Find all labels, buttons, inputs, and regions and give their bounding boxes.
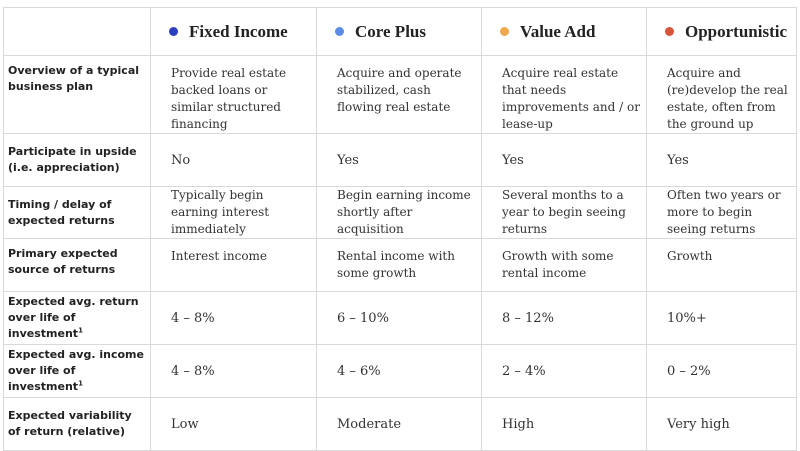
table-cell: 4 – 8%: [150, 291, 317, 345]
table-cell: Rental income with some growth: [316, 238, 482, 292]
table-cell: Provide real estate backed loans or simi…: [150, 55, 317, 134]
table-cell: Yes: [481, 133, 647, 187]
column-header-fixed-income: Fixed Income: [150, 7, 317, 56]
row-label: Expected variability of return (relative…: [3, 397, 151, 451]
table-row-avg-income: Expected avg. income over life of invest…: [3, 344, 797, 398]
row-label-text: Expected avg. return over life of invest…: [8, 295, 139, 340]
table-cell: Often two years or more to begin seeing …: [646, 186, 797, 239]
column-header-value-add: Value Add: [481, 7, 647, 56]
opportunistic-dot-icon: [665, 26, 674, 36]
table-cell: 0 – 2%: [646, 344, 797, 398]
table-cell: 4 – 8%: [150, 344, 317, 398]
footnote-marker: 1: [78, 379, 83, 388]
row-label: Expected avg. income over life of invest…: [3, 344, 151, 398]
real-estate-strategy-comparison-table: Fixed Income Core Plus Value Add Opportu…: [3, 7, 797, 451]
table-row-avg-return: Expected avg. return over life of invest…: [3, 291, 797, 345]
table-cell: No: [150, 133, 317, 187]
table-row-upside: Participate in upside (i.e. appreciation…: [3, 133, 797, 187]
table-cell: Low: [150, 397, 317, 451]
table-cell: Growth: [646, 238, 797, 292]
header-row: Fixed Income Core Plus Value Add Opportu…: [3, 7, 797, 56]
column-header-label: Value Add: [520, 21, 596, 41]
column-header-opportunistic: Opportunistic: [646, 7, 797, 56]
table-cell: Moderate: [316, 397, 482, 451]
table-cell: High: [481, 397, 647, 451]
table-cell: Acquire and (re)develop the real estate,…: [646, 55, 797, 134]
row-label: Expected avg. return over life of invest…: [3, 291, 151, 345]
table-cell: Begin earning income shortly after acqui…: [316, 186, 482, 239]
table-row-source: Primary expected source of returns Inter…: [3, 238, 797, 292]
table-cell: 6 – 10%: [316, 291, 482, 345]
value-add-dot-icon: [500, 26, 509, 36]
table-cell: Acquire real estate that needs improveme…: [481, 55, 647, 134]
fixed-income-dot-icon: [169, 26, 178, 36]
table-cell: Acquire and operate stabilized, cash flo…: [316, 55, 482, 134]
table-row-timing: Timing / delay of expected returns Typic…: [3, 186, 797, 239]
column-header-label: Opportunistic: [685, 21, 788, 41]
table-row-variability: Expected variability of return (relative…: [3, 397, 797, 451]
row-label: Timing / delay of expected returns: [3, 186, 151, 239]
table-cell: Interest income: [150, 238, 317, 292]
table-row-overview: Overview of a typical business plan Prov…: [3, 55, 797, 134]
column-header-label: Fixed Income: [189, 21, 288, 41]
row-label: Primary expected source of returns: [3, 238, 151, 292]
column-header-core-plus: Core Plus: [316, 7, 482, 56]
table-cell: Very high: [646, 397, 797, 451]
footnote-marker: 1: [78, 326, 83, 335]
table-cell: Growth with some rental income: [481, 238, 647, 292]
table-cell: 4 – 6%: [316, 344, 482, 398]
core-plus-dot-icon: [335, 26, 344, 36]
table-cell: 8 – 12%: [481, 291, 647, 345]
table-cell: Typically begin earning interest immedia…: [150, 186, 317, 239]
column-header-label: Core Plus: [355, 21, 426, 41]
table-cell: Yes: [316, 133, 482, 187]
table-cell: 2 – 4%: [481, 344, 647, 398]
header-corner-cell: [3, 7, 151, 56]
comparison-table-container: Fixed Income Core Plus Value Add Opportu…: [3, 7, 797, 451]
row-label: Participate in upside (i.e. appreciation…: [3, 133, 151, 187]
row-label-text: Expected avg. income over life of invest…: [8, 348, 144, 393]
table-cell: 10%+: [646, 291, 797, 345]
row-label: Overview of a typical business plan: [3, 55, 151, 134]
table-cell: Yes: [646, 133, 797, 187]
table-cell: Several months to a year to begin seeing…: [481, 186, 647, 239]
